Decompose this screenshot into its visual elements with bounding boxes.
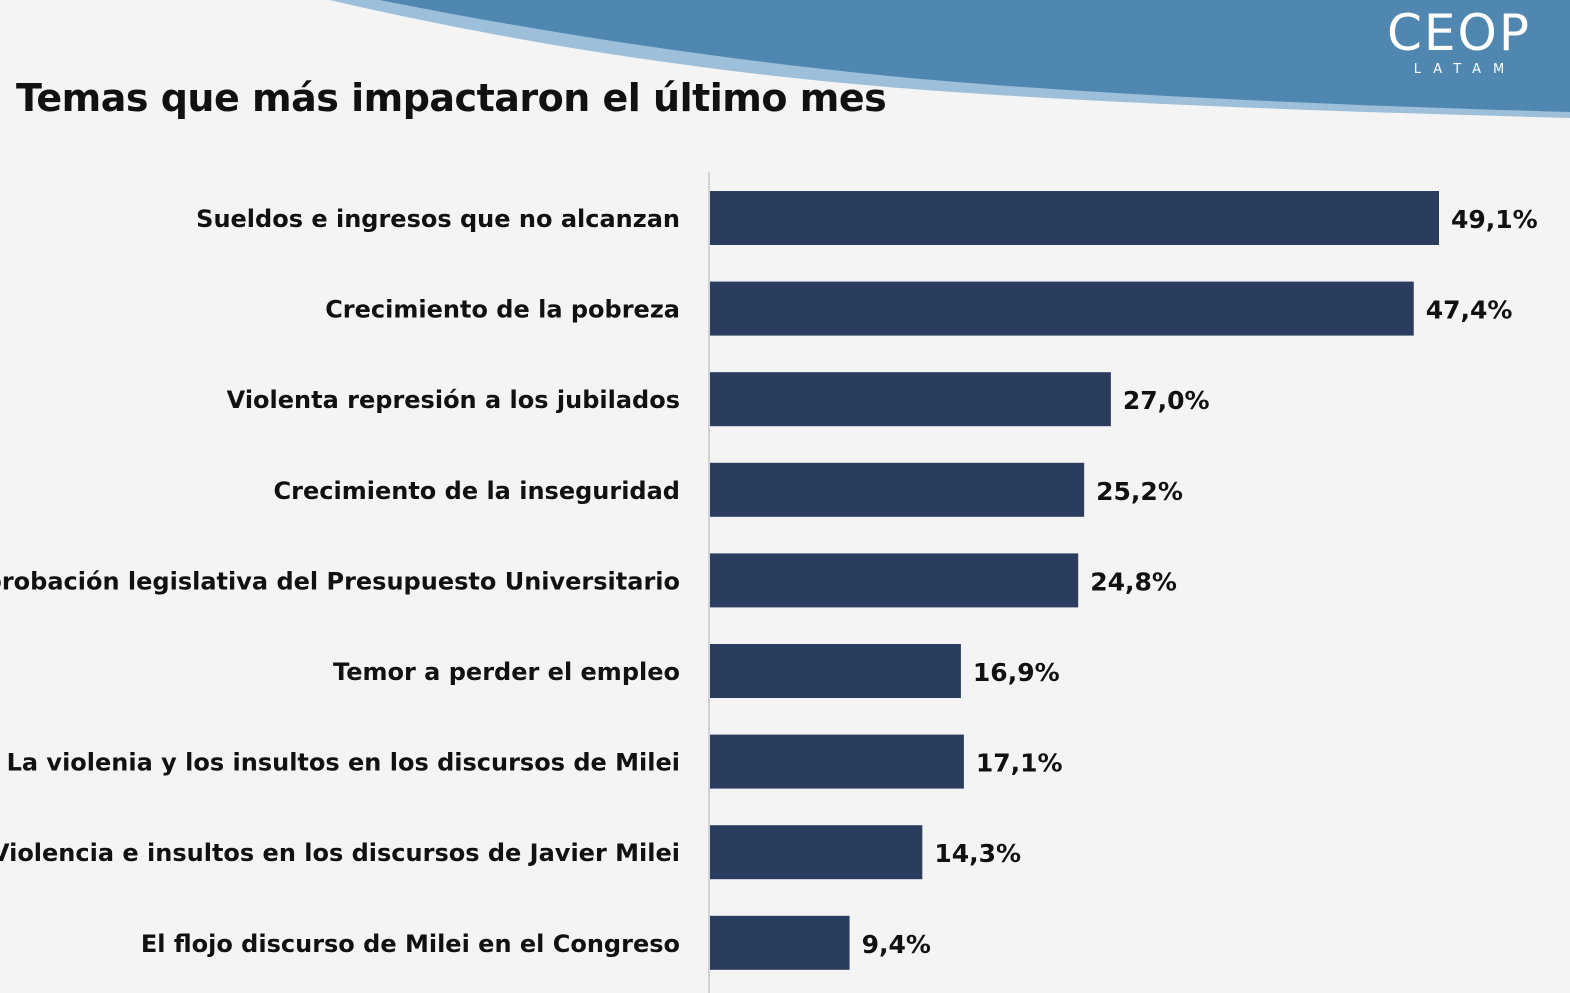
category-label-3: Violenta represión a los jubilados <box>227 386 680 414</box>
category-label-2: Crecimiento de la pobreza <box>325 296 680 324</box>
bar-3 <box>710 372 1111 427</box>
bar-4 <box>710 462 1085 517</box>
value-label-2: 47,4% <box>1426 296 1513 325</box>
logo-word: CEOP <box>1386 4 1531 62</box>
ceop-logo: CEOP LATAM <box>1374 4 1544 78</box>
value-label-6: 16,9% <box>973 658 1060 687</box>
category-label-9: El flojo discurso de Milei en el Congres… <box>141 930 680 958</box>
bar-9 <box>710 915 850 970</box>
value-label-9: 9,4% <box>862 930 931 959</box>
bar-5 <box>710 553 1079 608</box>
value-label-5: 24,8% <box>1090 567 1177 596</box>
category-label-4: Crecimiento de la inseguridad <box>274 477 680 505</box>
category-label-8: Violencia e insultos en los discursos de… <box>0 839 680 867</box>
value-label-8: 14,3% <box>934 839 1021 868</box>
bar-7 <box>710 734 964 789</box>
logo-subtitle: LATAM <box>1413 62 1517 77</box>
category-label-7: La violenia y los insultos en los discur… <box>7 749 680 777</box>
category-label-6: Temor a perder el empleo <box>333 658 680 686</box>
bar-2 <box>710 281 1414 336</box>
value-label-3: 27,0% <box>1123 386 1210 415</box>
value-label-4: 25,2% <box>1096 477 1183 506</box>
header-wave-main <box>380 0 1570 112</box>
category-label-5: Aprobación legislativa del Presupuesto U… <box>0 567 680 595</box>
bar-8 <box>710 825 923 880</box>
page-title: Temas que más impactaron el último mes <box>16 76 887 120</box>
header-wave-decoration <box>330 0 1570 118</box>
value-label-1: 49,1% <box>1451 205 1538 234</box>
value-label-7: 17,1% <box>976 749 1063 778</box>
bars-group: Sueldos e ingresos que no alcanzan 49,1% C… <box>0 191 1538 970</box>
bar-1 <box>710 191 1439 245</box>
bar-6 <box>710 644 961 698</box>
category-label-1: Sueldos e ingresos que no alcanzan <box>196 205 680 233</box>
